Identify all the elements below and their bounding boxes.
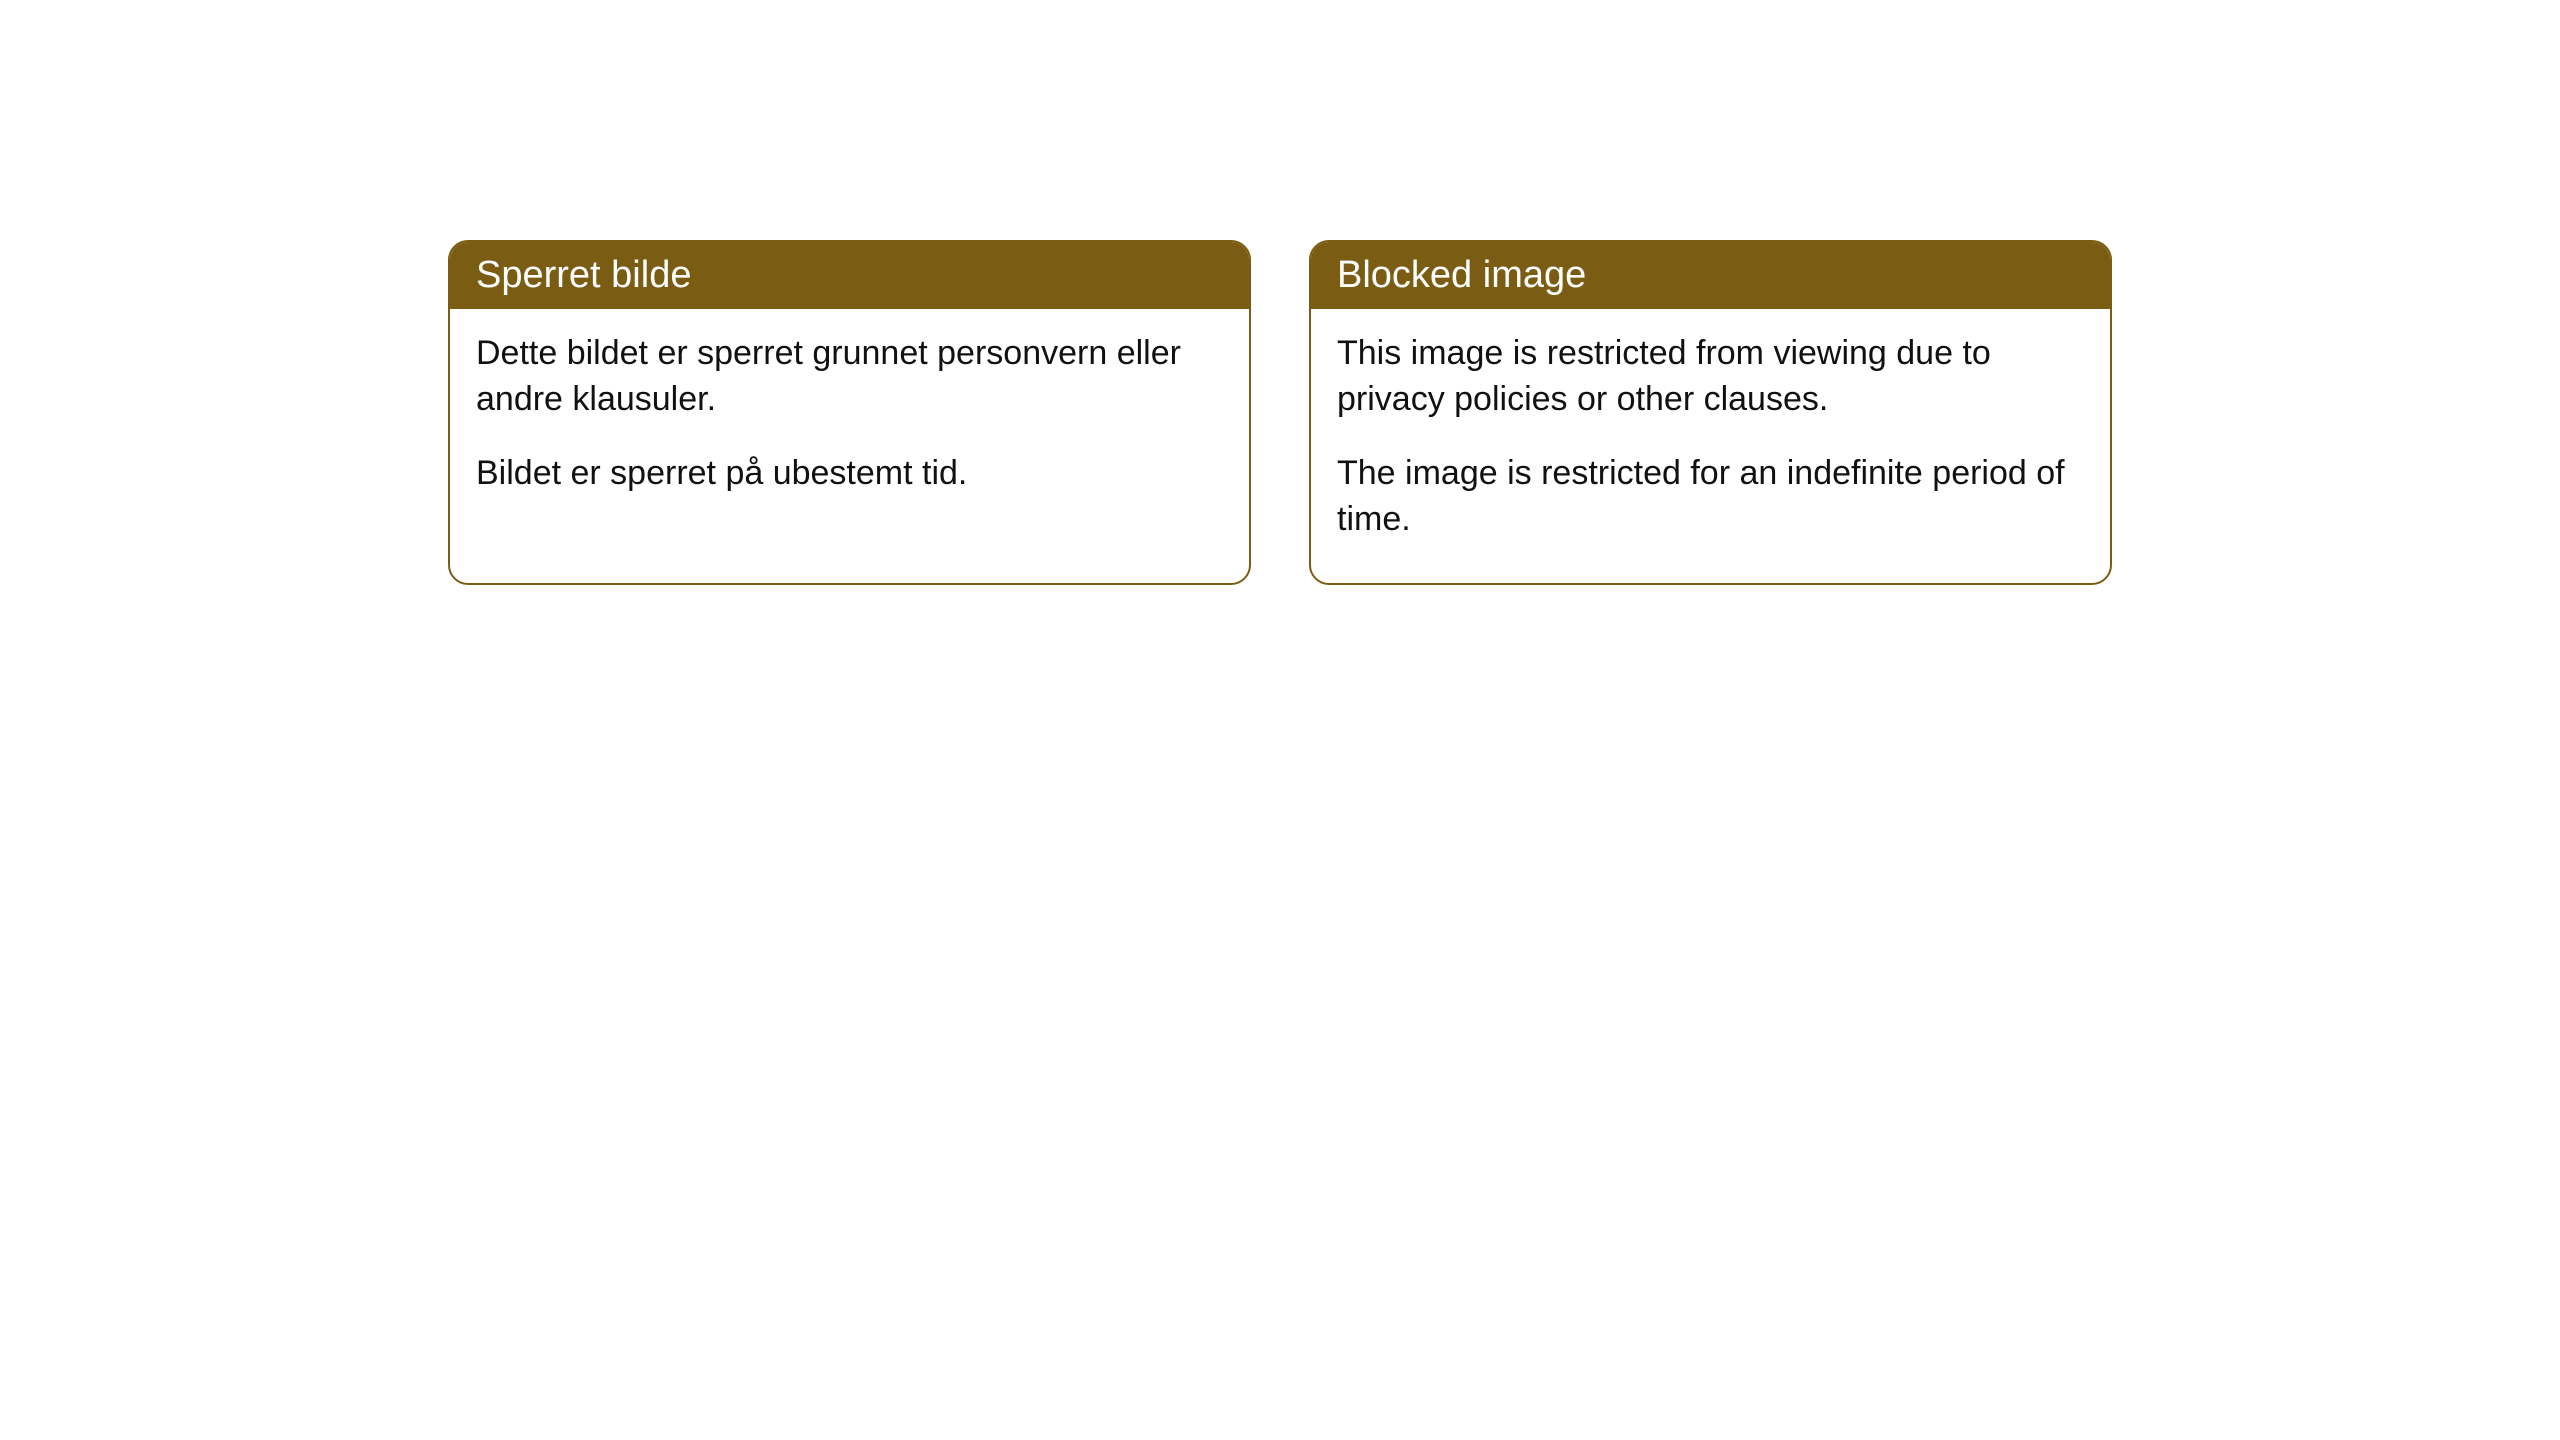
blocked-image-card-norwegian: Sperret bilde Dette bildet er sperret gr… (448, 240, 1251, 585)
card-title-norwegian: Sperret bilde (450, 242, 1249, 309)
card-paragraph-1-norwegian: Dette bildet er sperret grunnet personve… (476, 331, 1223, 423)
notice-cards-container: Sperret bilde Dette bildet er sperret gr… (448, 240, 2112, 585)
card-body-english: This image is restricted from viewing du… (1311, 309, 2110, 583)
card-body-norwegian: Dette bildet er sperret grunnet personve… (450, 309, 1249, 537)
card-title-english: Blocked image (1311, 242, 2110, 309)
card-paragraph-2-norwegian: Bildet er sperret på ubestemt tid. (476, 451, 1223, 497)
blocked-image-card-english: Blocked image This image is restricted f… (1309, 240, 2112, 585)
card-paragraph-2-english: The image is restricted for an indefinit… (1337, 451, 2084, 543)
card-paragraph-1-english: This image is restricted from viewing du… (1337, 331, 2084, 423)
